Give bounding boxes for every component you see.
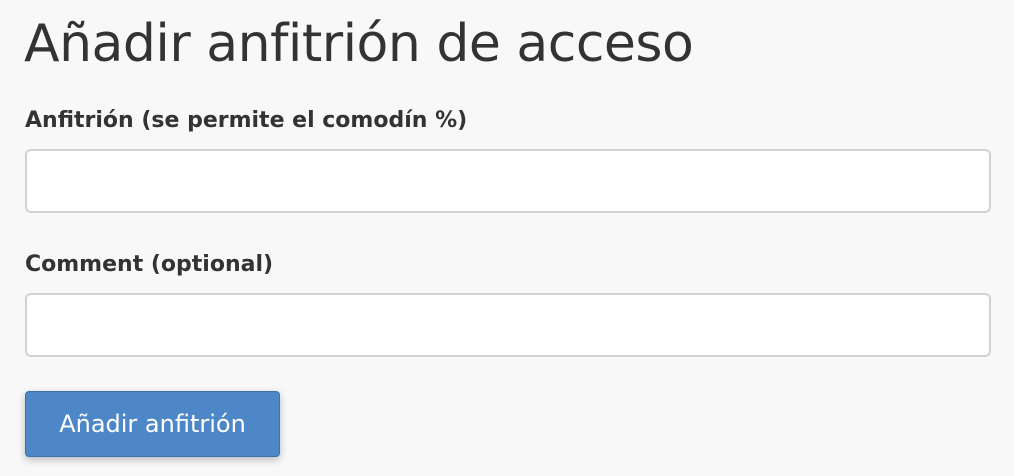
host-label: Anfitrión (se permite el comodín %)	[25, 108, 468, 133]
comment-input[interactable]	[25, 293, 991, 357]
comment-label: Comment (optional)	[25, 252, 274, 277]
host-input[interactable]	[25, 149, 991, 213]
add-host-button[interactable]: Añadir anfitrión	[25, 391, 280, 457]
page-title: Añadir anfitrión de acceso	[24, 14, 694, 74]
